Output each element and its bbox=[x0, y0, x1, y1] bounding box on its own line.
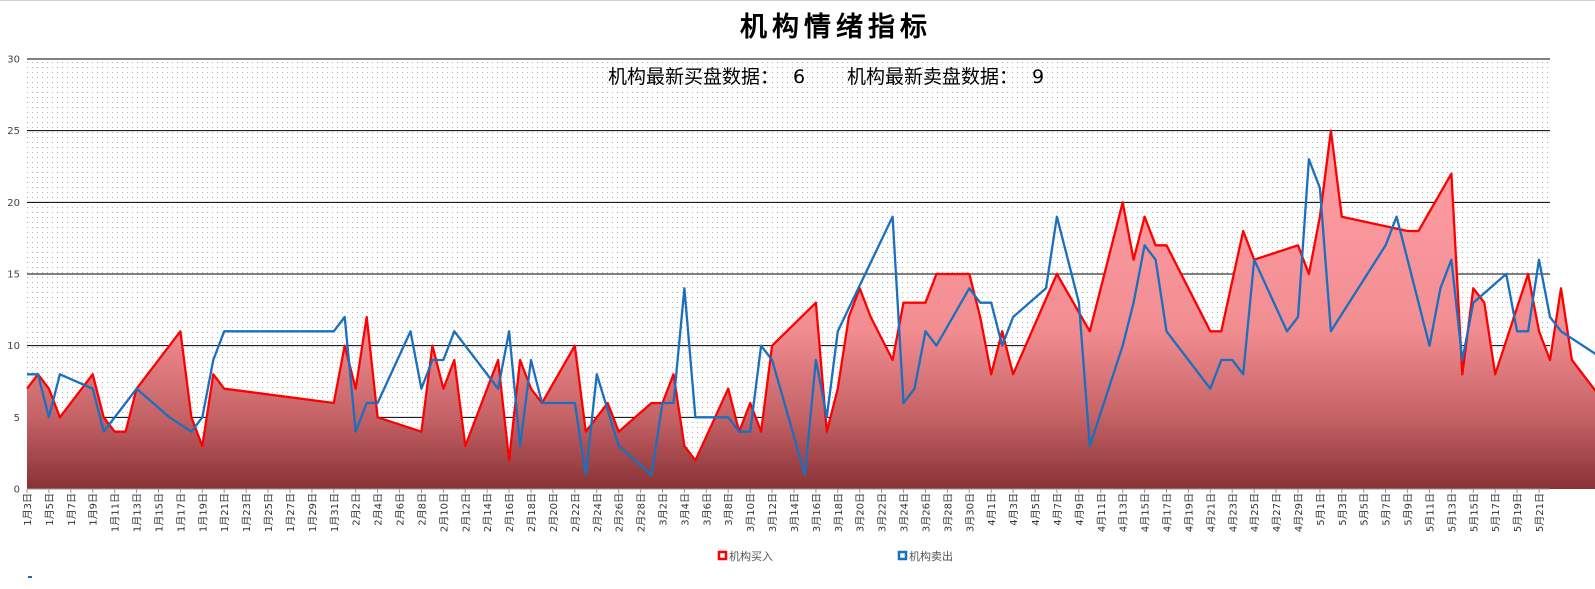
x-tick-label: 3月24日 bbox=[899, 493, 911, 532]
y-tick-label: 10 bbox=[7, 341, 20, 352]
x-tick-label: 1月15日 bbox=[154, 493, 166, 532]
buy-series-line bbox=[26, 129, 1595, 462]
y-tick-label: 15 bbox=[7, 270, 20, 281]
x-tick-label: 4月15日 bbox=[1140, 493, 1152, 532]
x-tick-label: 1月21日 bbox=[219, 493, 231, 532]
buy-value: 6 bbox=[793, 66, 805, 88]
x-tick-label: 3月28日 bbox=[942, 493, 954, 532]
x-tick-label: 4月25日 bbox=[1249, 493, 1261, 532]
x-axis-ticks: 1月3日 1月5日 1月7日 1月9日 1月11日 1月13日 1月15日 1月17日 1月19… bbox=[22, 488, 1550, 532]
x-tick-label: 5月3日 bbox=[1337, 493, 1349, 526]
x-tick-label: 3月8日 bbox=[723, 493, 735, 526]
sell-label: 机构最新卖盘数据： bbox=[847, 66, 1018, 88]
x-tick-label: 4月19日 bbox=[1183, 493, 1195, 532]
x-tick-label: 3月20日 bbox=[855, 493, 867, 532]
buy-area-layer bbox=[27, 130, 1595, 489]
x-tick-label: 3月4日 bbox=[679, 493, 691, 526]
x-tick-label: 5月1日 bbox=[1315, 493, 1327, 526]
x-tick-label: 3月30日 bbox=[964, 493, 976, 532]
x-tick-label: 3月16日 bbox=[811, 493, 823, 532]
x-tick-label: 1月31日 bbox=[329, 493, 341, 532]
x-tick-label: 4月9日 bbox=[1074, 493, 1086, 526]
buy-label: 机构最新买盘数据： bbox=[608, 66, 779, 88]
series-lines bbox=[26, 129, 1595, 476]
x-tick-label: 5月13日 bbox=[1446, 493, 1458, 532]
y-tick-label: 30 bbox=[7, 55, 20, 66]
x-tick-label: 1月19日 bbox=[197, 493, 209, 532]
x-tick-label: 3月2日 bbox=[658, 493, 670, 526]
x-tick-label: 1月27日 bbox=[285, 493, 297, 532]
x-tick-label: 4月29日 bbox=[1293, 493, 1305, 532]
x-tick-label: 1月25日 bbox=[263, 493, 275, 532]
x-tick-label: 3月10日 bbox=[745, 493, 757, 532]
legend-marker-buy bbox=[717, 550, 728, 561]
x-tick-label: 4月21日 bbox=[1205, 493, 1217, 532]
x-tick-label: 3月6日 bbox=[701, 493, 713, 526]
x-tick-label: 2月8日 bbox=[416, 493, 428, 526]
chart-title: 机构情绪指标 bbox=[740, 12, 932, 43]
x-tick-label: 4月17日 bbox=[1162, 493, 1174, 532]
x-tick-label: 4月23日 bbox=[1227, 493, 1239, 532]
x-tick-label: 1月17日 bbox=[175, 493, 187, 532]
x-tick-label: 4月5日 bbox=[1030, 493, 1042, 526]
y-tick-label: 5 bbox=[14, 413, 20, 424]
y-axis-ticks: 0 5 10 15 20 25 30 bbox=[7, 55, 20, 496]
x-tick-label: 2月2日 bbox=[351, 493, 363, 526]
scroll-indicator bbox=[28, 576, 32, 578]
x-tick-label: 5月19日 bbox=[1512, 493, 1524, 532]
x-tick-label: 2月20日 bbox=[548, 493, 560, 532]
x-tick-label: 2月6日 bbox=[395, 493, 407, 526]
top-border bbox=[0, 0, 1595, 1]
x-tick-label: 3月14日 bbox=[789, 493, 801, 532]
x-tick-label: 3月18日 bbox=[833, 493, 845, 532]
x-tick-label: 2月24日 bbox=[592, 493, 604, 532]
sell-value: 9 bbox=[1032, 66, 1044, 88]
x-tick-label: 1月13日 bbox=[132, 493, 144, 532]
x-tick-label: 5月15日 bbox=[1468, 493, 1480, 532]
x-tick-label: 1月3日 bbox=[22, 493, 34, 526]
legend-label-sell: 机构卖出 bbox=[909, 549, 953, 563]
legend-marker-sell bbox=[897, 550, 908, 561]
x-tick-label: 5月21日 bbox=[1534, 493, 1546, 532]
x-tick-label: 2月12日 bbox=[460, 493, 472, 532]
x-tick-label: 2月10日 bbox=[438, 493, 450, 532]
y-tick-label: 25 bbox=[7, 126, 20, 137]
legend: 机构买入 机构卖出 bbox=[717, 549, 953, 563]
x-tick-label: 2月22日 bbox=[570, 493, 582, 532]
subtitle: 机构最新买盘数据： 6 机构最新卖盘数据： 9 bbox=[608, 66, 1044, 88]
x-tick-label: 5月5日 bbox=[1359, 493, 1371, 526]
x-tick-label: 4月3日 bbox=[1008, 493, 1020, 526]
x-tick-label: 2月26日 bbox=[614, 493, 626, 532]
x-tick-label: 3月22日 bbox=[877, 493, 889, 532]
x-tick-label: 1月23日 bbox=[241, 493, 253, 532]
x-tick-label: 1月9日 bbox=[88, 493, 100, 526]
legend-label-buy: 机构买入 bbox=[729, 549, 773, 563]
x-tick-label: 1月7日 bbox=[66, 493, 78, 526]
x-tick-label: 3月12日 bbox=[767, 493, 779, 532]
x-tick-label: 2月14日 bbox=[482, 493, 494, 532]
x-tick-label: 2月16日 bbox=[504, 493, 516, 532]
x-tick-label: 2月18日 bbox=[526, 493, 538, 532]
x-tick-label: 3月26日 bbox=[921, 493, 933, 532]
x-tick-label: 5月7日 bbox=[1381, 493, 1393, 526]
x-tick-label: 2月4日 bbox=[373, 493, 385, 526]
x-tick-label: 2月28日 bbox=[636, 493, 648, 532]
x-tick-label: 5月17日 bbox=[1490, 493, 1502, 532]
sell-series-line bbox=[27, 158, 1595, 476]
x-tick-label: 4月11日 bbox=[1096, 493, 1108, 532]
x-tick-label: 1月29日 bbox=[307, 493, 319, 532]
y-tick-label: 0 bbox=[14, 485, 20, 496]
x-tick-label: 5月11日 bbox=[1425, 493, 1437, 532]
x-tick-label: 1月5日 bbox=[44, 493, 56, 526]
buy-area-fill bbox=[27, 130, 1595, 489]
x-tick-label: 4月7日 bbox=[1052, 493, 1064, 526]
x-tick-label: 4月1日 bbox=[986, 493, 998, 526]
x-tick-label: 1月11日 bbox=[110, 493, 122, 532]
x-tick-label: 4月13日 bbox=[1118, 493, 1130, 532]
y-tick-label: 20 bbox=[7, 198, 20, 209]
x-tick-label: 5月9日 bbox=[1403, 493, 1415, 526]
x-tick-label: 4月27日 bbox=[1271, 493, 1283, 532]
